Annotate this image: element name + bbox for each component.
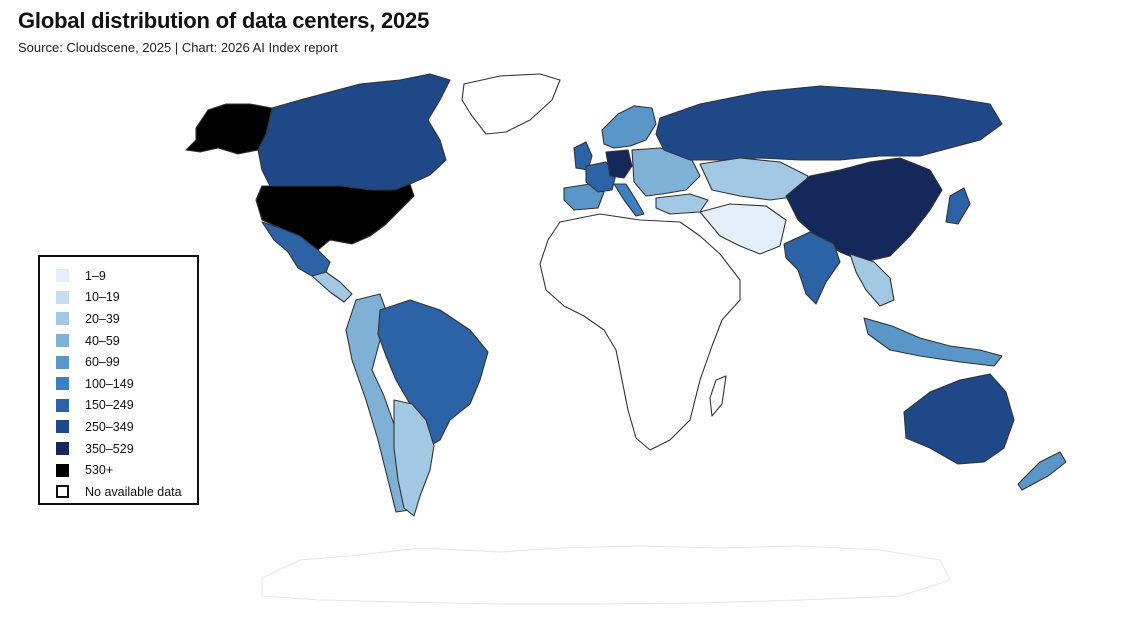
legend-label: 150–249 (85, 398, 134, 413)
region-indonesia (863, 317, 1003, 367)
legend-label: 1–9 (85, 268, 106, 283)
region-greenland (461, 73, 561, 135)
legend-item: 10–19 (56, 287, 197, 309)
legend-item: No available data (56, 481, 197, 503)
map-legend: 1–9 10–19 20–39 40–59 60–99 100–149 150–… (38, 255, 199, 505)
legend-swatch (56, 334, 69, 348)
region-middle-east (699, 203, 787, 255)
legend-item: 1–9 (56, 265, 197, 287)
legend-item: 40–59 (56, 330, 197, 352)
region-italy (613, 183, 645, 217)
region-scandinavia (601, 105, 657, 149)
legend-item: 150–249 (56, 395, 197, 417)
legend-label: 530+ (85, 463, 114, 478)
legend-label: 250–349 (85, 419, 134, 434)
legend-swatch (56, 312, 69, 326)
legend-label: 100–149 (85, 376, 134, 391)
region-russia (655, 85, 1003, 161)
legend-swatch (56, 398, 69, 412)
legend-swatch (56, 355, 69, 369)
region-argentina (393, 399, 435, 517)
region-africa (539, 213, 741, 451)
legend-swatch (56, 420, 69, 434)
legend-item: 250–349 (56, 416, 197, 438)
legend-label: 60–99 (85, 355, 120, 370)
region-southeast-asia (849, 253, 895, 307)
legend-item: 350–529 (56, 438, 197, 460)
region-new-zealand (1017, 451, 1067, 491)
legend-item: 60–99 (56, 351, 197, 373)
region-canada (257, 73, 451, 191)
legend-item: 100–149 (56, 373, 197, 395)
legend-item: 530+ (56, 459, 197, 481)
legend-label: 20–39 (85, 311, 120, 326)
legend-label: 10–19 (85, 290, 120, 305)
legend-item: 20–39 (56, 308, 197, 330)
region-brazil (377, 299, 489, 449)
legend-swatch (56, 442, 69, 456)
legend-swatch (56, 485, 69, 499)
legend-label: 350–529 (85, 441, 134, 456)
region-australia (903, 373, 1015, 465)
legend-swatch (56, 377, 69, 391)
region-antarctica (261, 545, 951, 605)
region-japan (945, 187, 971, 225)
region-germany (605, 149, 633, 179)
map-subtitle: Source: Cloudscene, 2025 | Chart: 2026 A… (18, 40, 338, 55)
legend-swatch (56, 269, 69, 283)
region-india (783, 231, 841, 305)
legend-label: 40–59 (85, 333, 120, 348)
legend-swatch (56, 463, 69, 477)
legend-swatch (56, 290, 69, 304)
region-madagascar (709, 375, 727, 417)
region-central-america (311, 271, 353, 303)
map-title: Global distribution of data centers, 202… (18, 8, 430, 33)
region-uk (573, 141, 593, 171)
region-turkey (655, 193, 709, 215)
legend-label: No available data (85, 484, 182, 499)
